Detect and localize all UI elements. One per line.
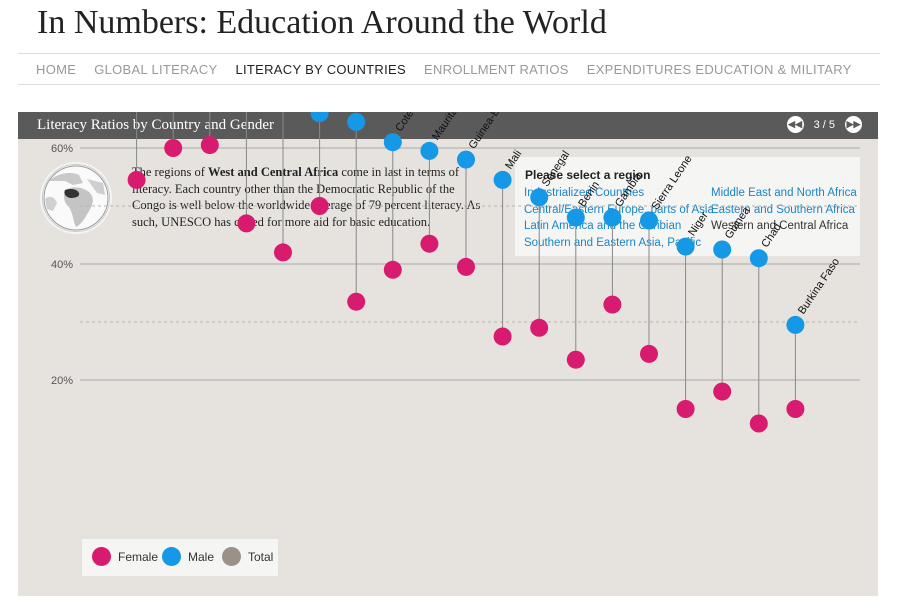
legend-total[interactable]: Total	[222, 547, 273, 566]
female-point	[749, 414, 768, 433]
nav-expenditures[interactable]: EXPENDITURES EDUCATION & MILITARY	[586, 62, 852, 77]
chart-panel: Literacy Ratios by Country and Gender ◀◀…	[18, 112, 878, 596]
y-tick-label: 20%	[51, 375, 73, 387]
male-point	[457, 150, 475, 169]
country-label: Burkina Faso	[796, 256, 842, 316]
literacy-chart: 20%40%60%100%79%Congo-BrazzavilleCongo-D…	[51, 112, 860, 433]
region-middle-east[interactable]: Middle East and North Africa	[711, 187, 857, 199]
country-label: Niger	[686, 209, 711, 238]
legend-male[interactable]: Male	[162, 547, 214, 566]
nav-home[interactable]: HOME	[36, 62, 77, 77]
female-point	[713, 382, 732, 401]
female-point	[200, 136, 219, 155]
region-west-central-africa[interactable]: Western and Central Africa	[711, 220, 849, 232]
female-point	[530, 318, 549, 337]
nav-enrollment-ratios[interactable]: ENROLLMENT RATIOS	[423, 62, 569, 77]
country-label: Senegal	[540, 149, 573, 189]
female-point	[676, 400, 695, 418]
pager-count: 3 / 5	[813, 118, 835, 131]
fast-forward-icon[interactable]: ▶▶	[845, 116, 862, 133]
intro-pre: The regions of	[132, 165, 209, 179]
country-label: Mali	[503, 148, 524, 171]
country-label: Central African Republic	[357, 112, 433, 114]
country-label: Sierra Leone	[650, 153, 695, 212]
male-point	[749, 249, 768, 268]
female-dot-icon	[92, 547, 111, 566]
country-label: Gambia	[613, 170, 645, 209]
main-nav: HOME GLOBAL LITERACY LITERACY BY COUNTRI…	[36, 62, 852, 77]
female-point	[164, 139, 183, 157]
male-point	[713, 240, 732, 259]
y-tick-label: 40%	[51, 259, 73, 271]
male-dot-icon	[162, 547, 181, 566]
legend: Female Male Total	[82, 539, 278, 576]
country-label: Chad	[759, 221, 784, 250]
female-point	[347, 292, 366, 311]
legend-female[interactable]: Female	[92, 547, 158, 566]
legend-male-label: Male	[188, 549, 215, 564]
female-point	[383, 260, 402, 279]
intro-region: West and Central Africa	[208, 165, 339, 179]
panel-header: Literacy Ratios by Country and Gender ◀◀…	[18, 112, 878, 139]
y-tick-label: 60%	[51, 143, 73, 155]
title-divider	[18, 53, 880, 54]
legend-female-label: Female	[118, 549, 159, 564]
female-point	[274, 243, 292, 262]
male-point	[420, 141, 439, 160]
rewind-icon[interactable]: ◀◀	[786, 116, 804, 133]
male-point	[603, 208, 622, 227]
globe-icon	[42, 164, 110, 232]
female-point	[237, 214, 256, 233]
female-point	[603, 295, 622, 314]
country-label: Benin	[576, 179, 602, 209]
female-point	[127, 170, 146, 189]
region-selector-title: Please select a region	[525, 168, 651, 182]
female-point	[310, 197, 329, 215]
male-point	[383, 133, 402, 152]
female-point	[420, 234, 439, 253]
female-point	[640, 344, 658, 363]
male-point	[676, 237, 695, 256]
country-label: Guinea-Bissau	[467, 112, 517, 151]
region-east-south-africa[interactable]: Eastern and Southern Africa	[711, 204, 855, 216]
male-point	[347, 112, 366, 131]
nav-literacy-by-countries[interactable]: LITERACY BY COUNTRIES	[235, 62, 406, 77]
country-label: Cote d'Ivoire	[393, 112, 437, 134]
country-label: Mauritania	[430, 112, 469, 143]
female-point	[493, 327, 512, 346]
page-title: In Numbers: Education Around the World	[37, 4, 607, 41]
country-label: Guinea	[723, 204, 753, 241]
region-industrialized[interactable]: Industrialized Countries	[524, 187, 645, 199]
male-point	[786, 315, 805, 334]
pager: ◀◀ 3 / 5 ▶▶	[786, 116, 862, 133]
male-point	[493, 170, 512, 189]
nav-divider	[18, 84, 880, 85]
male-point	[530, 188, 549, 207]
nav-global-literacy[interactable]: GLOBAL LITERACY	[94, 62, 218, 77]
male-point	[640, 211, 658, 230]
total-dot-icon	[222, 547, 241, 566]
male-point	[310, 112, 329, 123]
male-point	[566, 208, 585, 227]
female-point	[566, 350, 585, 369]
female-point	[457, 257, 475, 276]
female-point	[786, 400, 805, 418]
panel-title: Literacy Ratios by Country and Gender	[37, 117, 275, 133]
legend-total-label: Total	[248, 549, 274, 564]
